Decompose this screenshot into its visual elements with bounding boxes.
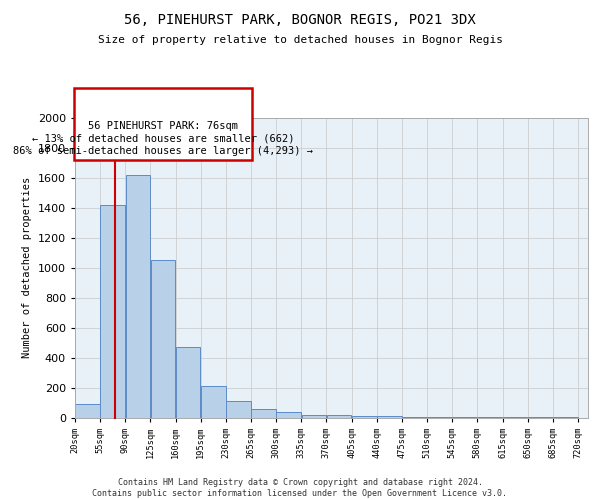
Bar xyxy=(302,414,326,418)
Bar xyxy=(176,347,200,418)
Text: 86% of semi-detached houses are larger (4,293) →: 86% of semi-detached houses are larger (… xyxy=(13,146,313,156)
Bar xyxy=(125,174,150,418)
Text: 56 PINEHURST PARK: 76sqm: 56 PINEHURST PARK: 76sqm xyxy=(88,120,238,130)
Bar xyxy=(377,416,401,418)
Bar xyxy=(251,409,276,418)
Bar xyxy=(402,417,427,418)
Bar xyxy=(201,386,226,418)
Bar xyxy=(277,412,301,418)
Bar xyxy=(75,404,100,417)
Bar xyxy=(151,260,175,418)
Bar xyxy=(327,415,352,418)
Bar xyxy=(100,204,125,418)
Y-axis label: Number of detached properties: Number of detached properties xyxy=(22,177,32,358)
Text: 56, PINEHURST PARK, BOGNOR REGIS, PO21 3DX: 56, PINEHURST PARK, BOGNOR REGIS, PO21 3… xyxy=(124,12,476,26)
Text: ← 13% of detached houses are smaller (662): ← 13% of detached houses are smaller (66… xyxy=(32,134,294,143)
Bar xyxy=(226,401,251,417)
Bar xyxy=(74,88,253,160)
Bar xyxy=(427,417,452,418)
Text: Contains HM Land Registry data © Crown copyright and database right 2024.
Contai: Contains HM Land Registry data © Crown c… xyxy=(92,478,508,498)
Text: Size of property relative to detached houses in Bognor Regis: Size of property relative to detached ho… xyxy=(97,35,503,45)
Bar xyxy=(352,416,377,418)
